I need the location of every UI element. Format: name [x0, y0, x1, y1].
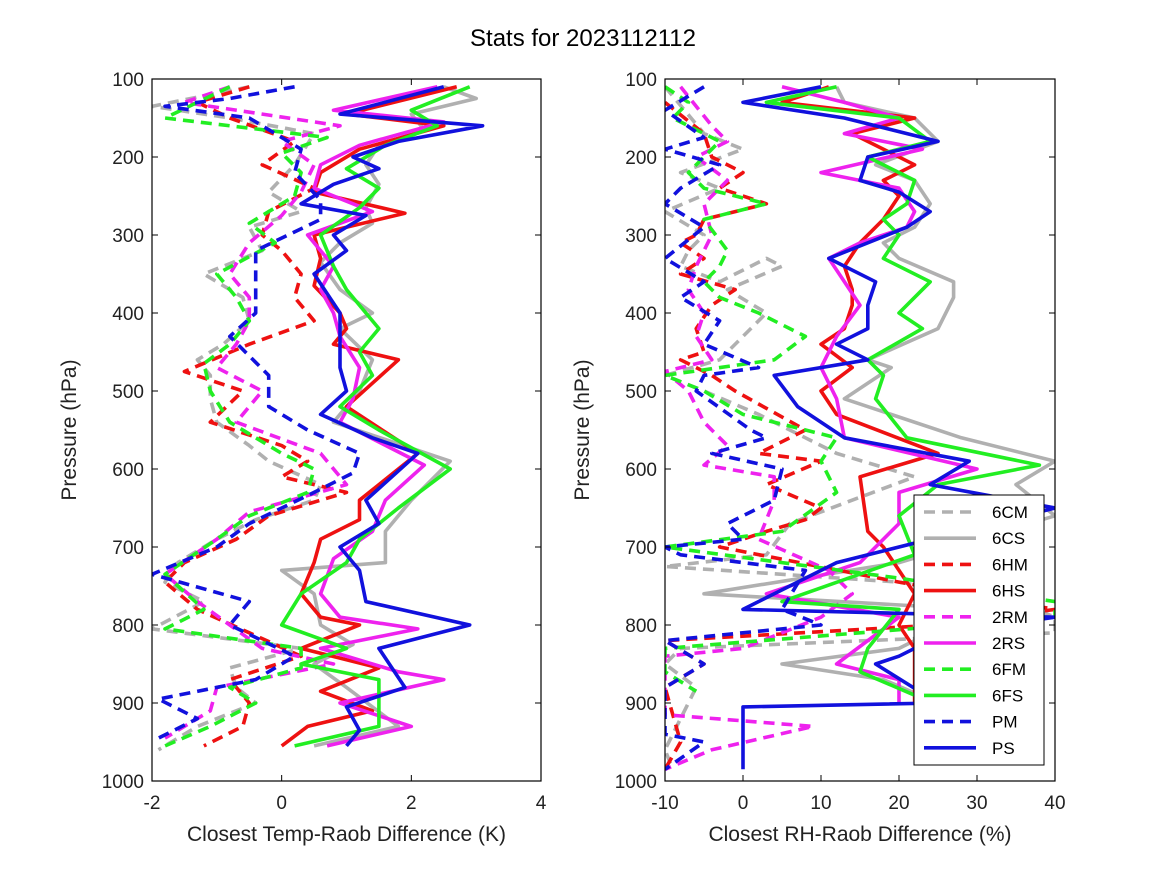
series-line-6FS — [764, 85, 1042, 697]
x-tick-label: 0 — [738, 793, 749, 814]
legend-label-6FS: 6FS — [992, 686, 1023, 705]
y-tick-label: 100 — [625, 70, 657, 91]
legend-label-6CS: 6CS — [992, 529, 1025, 548]
series-line-6FM — [163, 85, 329, 748]
series-line-2RM — [163, 85, 349, 740]
legend-label-PM: PM — [992, 713, 1018, 732]
x-tick-label: 0 — [276, 793, 287, 814]
legend: 6CM 6CS 6HM 6HS 2RM 2RS 6FM 6FS PM PS — [913, 494, 1045, 766]
series-line-2RM — [665, 85, 855, 771]
series-line-6CM — [152, 85, 323, 752]
x-tick-label: -2 — [144, 793, 161, 814]
y-tick-label: 1000 — [615, 772, 657, 793]
x-axis-label: Closest Temp-Raob Difference (K) — [187, 823, 506, 846]
y-tick-label: 500 — [625, 382, 657, 403]
y-tick-label: 900 — [625, 694, 657, 715]
y-tick-label: 700 — [625, 538, 657, 559]
y-tick-label: 300 — [625, 226, 657, 247]
axes-frame — [151, 78, 542, 782]
x-tick-label: 40 — [1044, 793, 1065, 814]
x-axis-label: Closest RH-Raob Difference (%) — [708, 823, 1011, 846]
legend-label-6FM: 6FM — [992, 660, 1026, 679]
y-tick-label: 600 — [112, 460, 144, 481]
x-tick-label: 4 — [536, 793, 547, 814]
series-line-6CM — [665, 85, 1055, 770]
legend-label-2RS: 2RS — [992, 634, 1025, 653]
legend-label-PS: PS — [992, 739, 1015, 758]
legend-label-6HS: 6HS — [992, 582, 1025, 601]
legend-label-2RM: 2RM — [992, 608, 1028, 627]
x-tick-label: -10 — [651, 793, 678, 814]
y-tick-label: 900 — [112, 694, 144, 715]
series-line-PM — [152, 85, 362, 740]
x-tick-label: 20 — [888, 793, 909, 814]
y-tick-label: 600 — [625, 460, 657, 481]
x-tick-label: 30 — [966, 793, 987, 814]
y-axis-label: Pressure (hPa) — [58, 359, 81, 500]
series-line-6CS — [279, 85, 479, 748]
figure-title: Stats for 2023112112 — [470, 25, 696, 52]
series-line-6FS — [279, 85, 471, 748]
legend-label-6CM: 6CM — [992, 503, 1028, 522]
y-tick-label: 100 — [112, 70, 144, 91]
y-tick-label: 800 — [112, 616, 144, 637]
series-line-6HM — [163, 85, 349, 748]
series-line-6FM — [665, 85, 1055, 693]
series-line-6HS — [280, 85, 458, 748]
y-tick-label: 1000 — [102, 772, 144, 793]
y-tick-label: 300 — [112, 226, 144, 247]
series-lines — [152, 85, 485, 752]
legend-label-6HM: 6HM — [992, 555, 1028, 574]
y-tick-label: 500 — [112, 382, 144, 403]
series-line-PS — [299, 85, 485, 748]
y-tick-label: 200 — [625, 148, 657, 169]
rh-difference-panel: -10 0 10 20 30 40 100 200 300 400 500 600 700 800 900 1… — [571, 70, 1066, 846]
y-tick-label: 400 — [625, 304, 657, 325]
y-axis-label: Pressure (hPa) — [571, 359, 594, 500]
temp-difference-panel: -2 0 2 4 100 200 300 400 500 600 700 800 900 1000 Clos… — [58, 70, 547, 846]
series-line-PM — [665, 85, 823, 771]
x-tick-label: 10 — [810, 793, 831, 814]
y-tick-label: 400 — [112, 304, 144, 325]
y-tick-label: 200 — [112, 148, 144, 169]
y-tick-label: 700 — [112, 538, 144, 559]
axes-frame — [664, 78, 1056, 782]
y-tick-label: 800 — [625, 616, 657, 637]
x-tick-label: 2 — [406, 793, 417, 814]
